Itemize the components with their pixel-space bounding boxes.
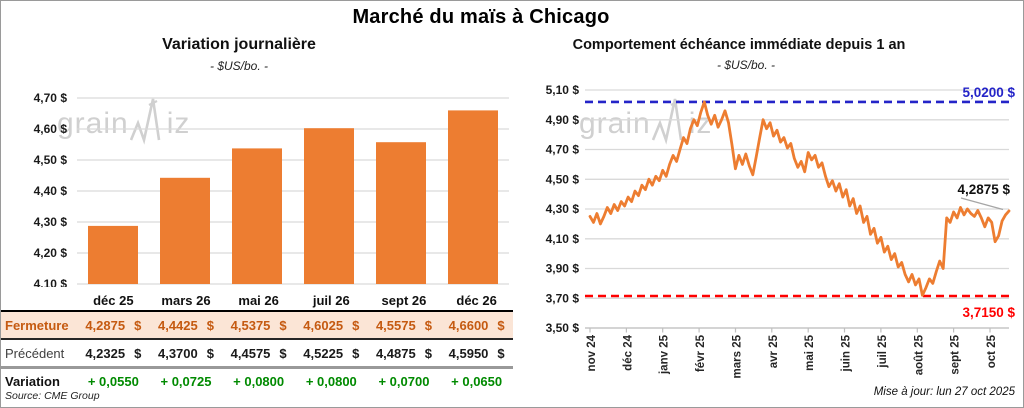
bar <box>232 148 282 284</box>
quotes-table-body: Fermeture 4,2875 $4,4425 $4,5375 $4,6025 $4,5… <box>1 311 513 394</box>
table-cell: + 0,0700 <box>378 374 430 389</box>
x-axis-tick-label: janv 25 <box>659 334 671 375</box>
table-col-header: déc 25 <box>77 290 150 312</box>
price-line <box>588 100 1011 297</box>
high-reference-label: 5,0200 $ <box>962 85 1015 100</box>
table-cell: + 0,0800 <box>233 374 285 389</box>
bar <box>88 225 138 284</box>
x-axis-tick-label: févr 25 <box>695 334 707 372</box>
table-row-label: Fermeture <box>1 311 77 340</box>
line-chart-title: Comportement échéance immédiate depuis 1… <box>572 37 906 53</box>
table-col-header: sept 26 <box>367 290 441 312</box>
panel-front-month: Comportement échéance immédiate depuis 1… <box>513 1 1023 407</box>
table-cell: 4,4575 $ <box>222 339 295 369</box>
low-reference-label: 3,7150 $ <box>962 305 1015 320</box>
x-axis-tick-label: nov 24 <box>586 334 598 371</box>
x-axis-tick-label: oct 25 <box>986 334 998 368</box>
panel-daily-variation: Variation journalière - $US/bo. - grain … <box>1 1 513 407</box>
bar <box>448 110 498 285</box>
table-col-header: mai 26 <box>222 290 295 312</box>
y-axis-tick-label: 4,20 $ <box>34 246 68 260</box>
table-row-precedent: Précédent 4,2325 $4,3700 $4,4575 $4,5225 $4,4… <box>1 339 513 369</box>
x-axis-tick-label: juil 25 <box>877 334 889 368</box>
table-cell: + 0,0800 <box>305 374 357 389</box>
table-cell: 4,3700 $ <box>149 339 223 369</box>
y-axis-tick-label: 4,70 $ <box>34 91 68 105</box>
y-axis-tick-label: 4,90 $ <box>546 113 580 127</box>
x-axis-tick-label: août 25 <box>913 334 925 375</box>
table-cell: + 0,0725 <box>160 374 212 389</box>
x-axis-tick-label: avr 25 <box>768 334 780 368</box>
table-col-header: mars 26 <box>149 290 223 312</box>
bar <box>160 177 210 284</box>
table-cell: 4,4875 $ <box>367 339 441 369</box>
y-axis-tick-label: 4,50 $ <box>34 153 68 167</box>
table-cell: 4,5575 $ <box>367 311 441 340</box>
page-title: Marché du maïs à Chicago <box>352 6 610 28</box>
table-row-label: Variation <box>5 374 60 389</box>
table-cell: 4,2325 $ <box>77 339 150 369</box>
x-axis-tick-label: juin 25 <box>841 334 853 372</box>
y-axis-tick-label: 3,70 $ <box>546 291 580 305</box>
bar-chart-subtitle: - $US/bo. - <box>209 59 269 73</box>
table-cell: 4,2875 $ <box>77 311 150 340</box>
x-axis-tick-label: sept 25 <box>950 334 962 374</box>
bar-chart: 4,70 $ 4,60 $ 4,50 $ 4,40 $ 4,30 $ 4,20 $ 4,10… <box>34 91 509 287</box>
table-col-header: juil 26 <box>294 290 368 312</box>
table-cell: 4,5375 $ <box>222 311 295 340</box>
bar <box>304 128 354 284</box>
table-row-label: Précédent <box>1 339 77 369</box>
y-axis-tick-label: 3,50 $ <box>546 321 580 335</box>
table-row-variation: Variation + 0,0550 + 0,0725 + 0,0800 + 0,080… <box>1 368 513 395</box>
y-axis-tick-label: 4,60 $ <box>34 122 68 136</box>
x-axis-tick-label: mai 25 <box>804 334 816 370</box>
y-axis-tick-label: 3,90 $ <box>546 262 580 276</box>
y-axis-tick-label: 4,50 $ <box>546 172 580 186</box>
table-cell: 4,5950 $ <box>440 339 513 369</box>
bar-chart-title: Variation journalière <box>162 36 316 53</box>
table-cell: + 0,0650 <box>451 374 503 389</box>
y-axis-tick-label: 4,10 $ <box>546 232 580 246</box>
y-axis-tick-label: 4,10 $ <box>34 277 68 287</box>
y-axis-tick-label: 4,70 $ <box>546 143 580 157</box>
quotes-table: déc 25 mars 26 mai 26 juil 26 sept 26 déc 26 … <box>1 290 513 394</box>
y-axis-tick-label: 4,40 $ <box>34 184 68 198</box>
table-row-fermeture: Fermeture 4,2875 $4,4425 $4,5375 $4,6025 $4,5… <box>1 311 513 340</box>
source-note: Source: CME Group <box>5 390 100 402</box>
table-cell: 4,4425 $ <box>149 311 223 340</box>
bar <box>376 142 426 284</box>
table-col-header: déc 26 <box>440 290 513 312</box>
quotes-table-header: déc 25 mars 26 mai 26 juil 26 sept 26 déc 26 <box>1 290 513 312</box>
annotation-leader-line <box>960 197 1004 211</box>
x-axis-tick-label: mars 25 <box>732 334 744 378</box>
table-cell: 4,5225 $ <box>294 339 368 369</box>
update-date: Mise à jour: lun 27 oct 2025 <box>873 386 1015 398</box>
table-cell: 4,6600 $ <box>440 311 513 340</box>
x-axis-tick-label: déc 24 <box>622 334 634 370</box>
y-axis-tick-label: 4,30 $ <box>546 202 580 216</box>
table-cell: 4,6025 $ <box>294 311 368 340</box>
y-axis-tick-label: 5,10 $ <box>546 84 580 97</box>
last-price-label: 4,2875 $ <box>957 182 1010 197</box>
y-axis-tick-label: 4,30 $ <box>34 215 68 229</box>
table-corner <box>1 290 77 312</box>
line-chart: 5,10 $ 4,90 $ 4,70 $ 4,50 $ 4,30 $ 4,10 $ 3,90… <box>546 84 1016 378</box>
table-cell: + 0,0550 <box>87 374 139 389</box>
line-chart-subtitle: - $US/bo. - <box>716 58 776 72</box>
table-header-row: déc 25 mars 26 mai 26 juil 26 sept 26 déc 26 <box>1 290 513 312</box>
